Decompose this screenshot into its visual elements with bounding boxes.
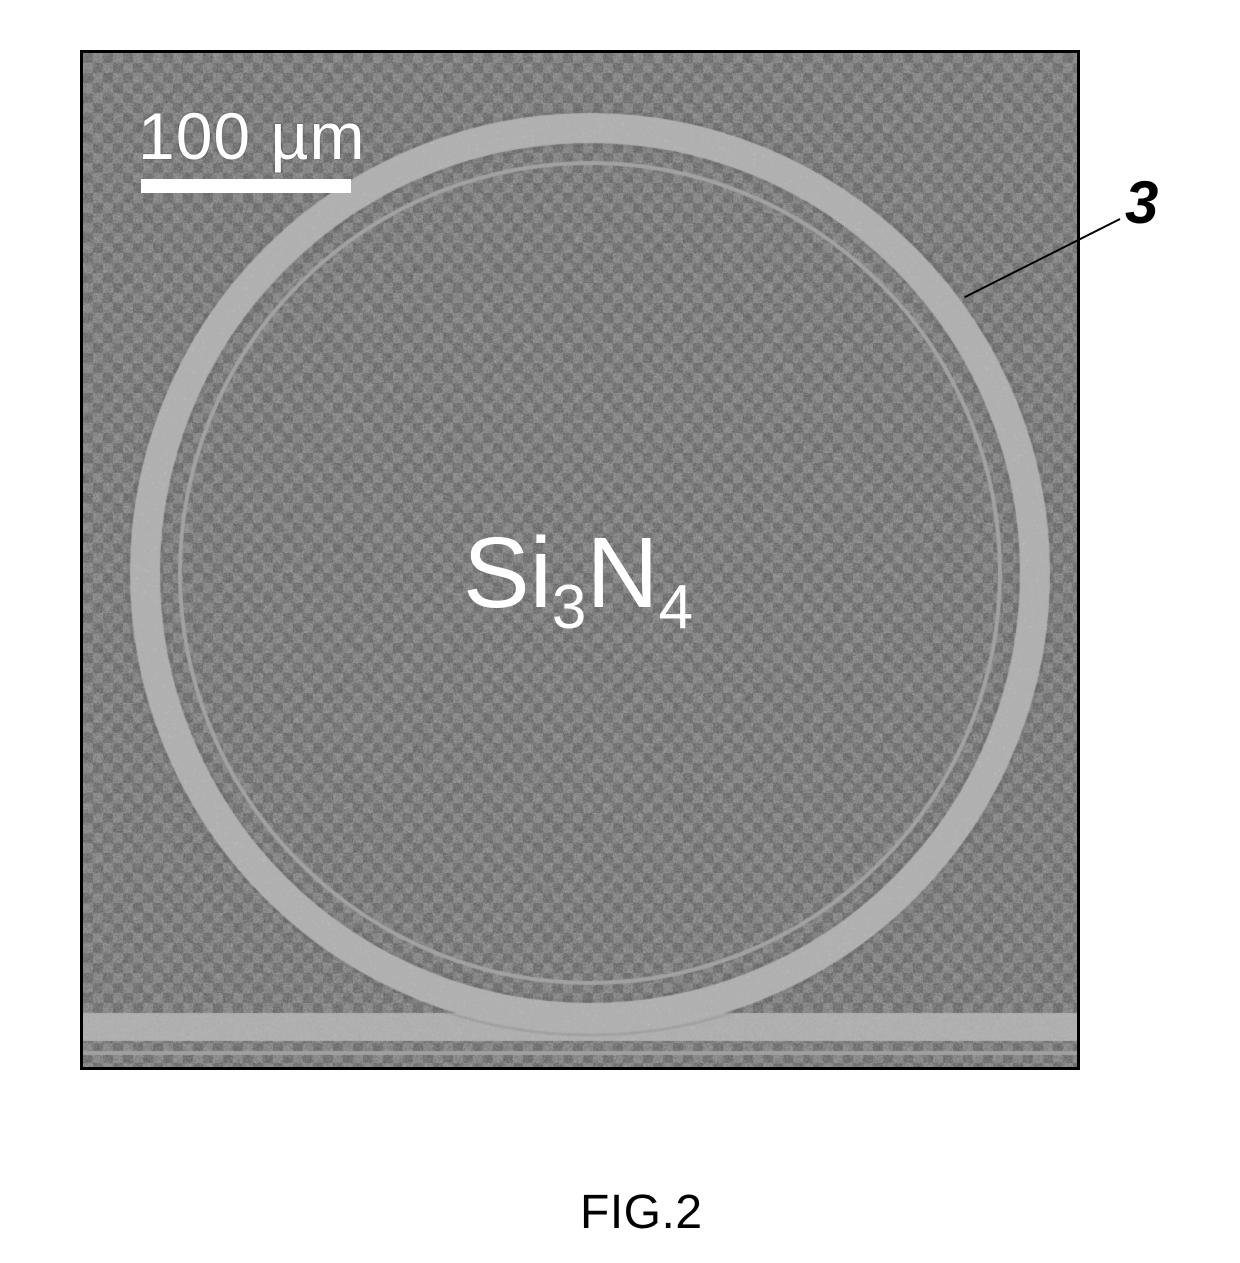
scale-bar [141, 179, 351, 193]
callout-number-3: 3 [1125, 168, 1158, 237]
figure-caption: FIG.2 [580, 1185, 703, 1240]
material-label: Si3N4 [463, 523, 693, 623]
micrograph-frame: 100 µm Si3N4 [80, 50, 1080, 1070]
scale-bar-label: 100 µm [138, 103, 365, 169]
figure-2: 100 µm Si3N4 3 FIG.2 [50, 50, 1190, 1213]
